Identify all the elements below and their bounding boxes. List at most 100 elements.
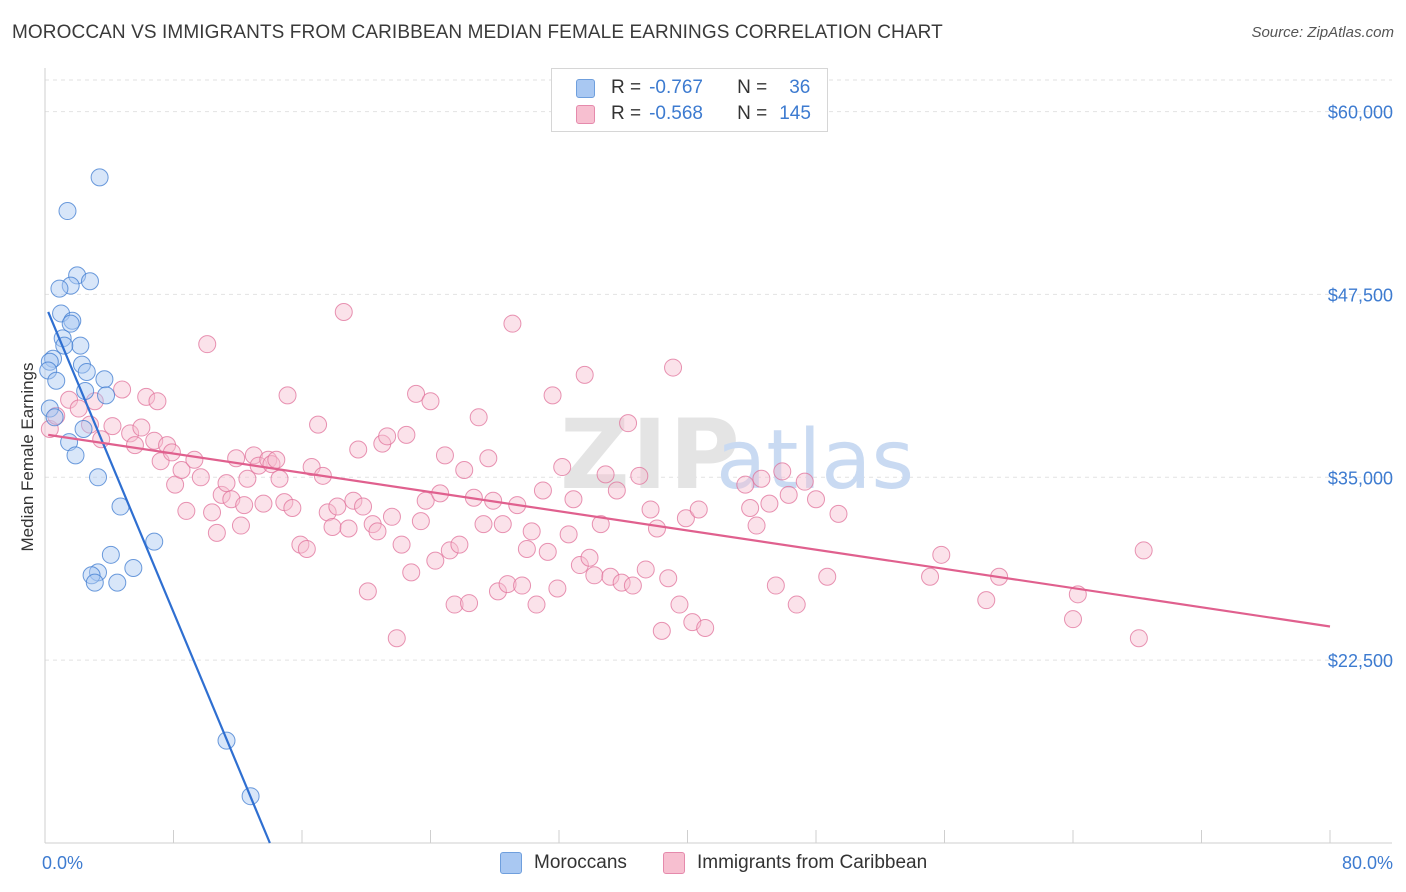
data-point	[212, 485, 231, 504]
data-point	[807, 490, 825, 509]
data-point	[689, 500, 708, 519]
data-point	[328, 497, 347, 516]
data-point	[349, 440, 368, 459]
data-point	[619, 414, 638, 433]
data-point	[435, 446, 454, 465]
legend-n-label: N =	[737, 77, 768, 98]
data-point	[607, 481, 626, 500]
data-point	[921, 567, 940, 586]
data-point	[752, 469, 771, 488]
data-point	[45, 408, 64, 427]
data-point	[148, 392, 167, 411]
data-point	[527, 595, 546, 614]
data-point	[543, 386, 562, 405]
y-tick-label: $60,000	[1328, 103, 1393, 123]
data-point	[339, 519, 358, 538]
data-point	[344, 491, 363, 510]
legend-row-caribbean: R = -0.568 N = 145	[576, 102, 811, 126]
legend-swatch-caribbean	[663, 852, 685, 874]
data-point	[89, 468, 108, 487]
data-point	[570, 556, 589, 575]
data-point	[97, 386, 116, 405]
data-point	[517, 539, 536, 558]
data-point	[387, 629, 406, 648]
data-point	[932, 545, 951, 564]
data-point	[548, 579, 567, 598]
data-point	[647, 519, 666, 538]
data-point	[1064, 610, 1082, 629]
data-point	[198, 335, 217, 354]
watermark: ZIP atlas	[560, 399, 914, 511]
data-point	[309, 415, 328, 434]
data-point	[601, 567, 620, 586]
data-point	[217, 474, 236, 493]
data-point	[977, 591, 996, 610]
data-point	[318, 503, 337, 522]
data-point	[779, 485, 798, 504]
data-point	[445, 595, 464, 614]
data-point	[636, 560, 655, 579]
data-point	[61, 276, 80, 295]
data-point	[358, 582, 377, 601]
data-point	[421, 392, 440, 411]
data-point	[267, 450, 286, 469]
data-point	[559, 525, 578, 544]
data-point	[664, 358, 683, 377]
data-point	[469, 408, 488, 427]
data-point	[659, 569, 678, 588]
data-point	[172, 460, 191, 479]
data-point	[382, 507, 401, 526]
data-point	[278, 386, 297, 405]
data-point	[591, 515, 610, 534]
data-point	[652, 621, 671, 640]
y-tick-labels: $22,500 $35,000 $47,500 $60,000	[1328, 103, 1393, 672]
legend-item-moroccans[interactable]: Moroccans	[500, 852, 627, 874]
y-tick-label: $35,000	[1328, 468, 1393, 488]
data-point	[378, 427, 397, 446]
data-point	[71, 336, 90, 355]
data-point	[103, 417, 122, 436]
y-axis-title: Median Female Earnings	[18, 363, 37, 552]
data-point	[47, 371, 66, 390]
data-point	[450, 535, 469, 554]
legend-r-label: R =	[611, 103, 642, 124]
legend-n-value: 36	[789, 77, 811, 98]
data-point	[553, 458, 572, 477]
data-point	[676, 509, 695, 528]
data-point	[585, 566, 604, 585]
data-point	[132, 418, 151, 437]
series-legend: Moroccans Immigrants from Caribbean	[0, 852, 1406, 876]
legend-item-caribbean[interactable]: Immigrants from Caribbean	[663, 852, 927, 874]
legend-swatch-moroccans	[500, 852, 522, 874]
source-label: Source: ZipAtlas.com	[1251, 24, 1394, 41]
data-point	[177, 501, 196, 520]
legend-r-value: -0.568	[649, 103, 703, 124]
x-tick-label-max: 80.0%	[1342, 853, 1393, 873]
data-point	[630, 466, 649, 485]
data-point	[50, 279, 69, 298]
data-point	[66, 446, 85, 465]
data-point	[392, 535, 411, 554]
legend-swatch-moroccans	[576, 78, 595, 98]
data-point	[354, 497, 373, 516]
data-point	[1129, 629, 1148, 648]
data-point	[124, 558, 143, 577]
data-point	[74, 420, 93, 439]
data-point	[513, 576, 532, 595]
data-point	[596, 465, 615, 484]
data-point	[113, 380, 132, 399]
data-point	[773, 462, 792, 481]
data-point	[818, 567, 837, 586]
legend-n-value: 145	[779, 103, 811, 124]
data-point	[564, 490, 583, 509]
data-point	[40, 420, 59, 439]
data-point	[411, 512, 430, 531]
data-point	[125, 436, 144, 455]
data-point	[244, 446, 263, 465]
data-point	[407, 384, 426, 403]
data-point	[795, 472, 814, 491]
data-point	[503, 314, 522, 333]
data-point	[323, 518, 342, 537]
data-point	[787, 595, 806, 614]
data-point	[426, 551, 445, 570]
